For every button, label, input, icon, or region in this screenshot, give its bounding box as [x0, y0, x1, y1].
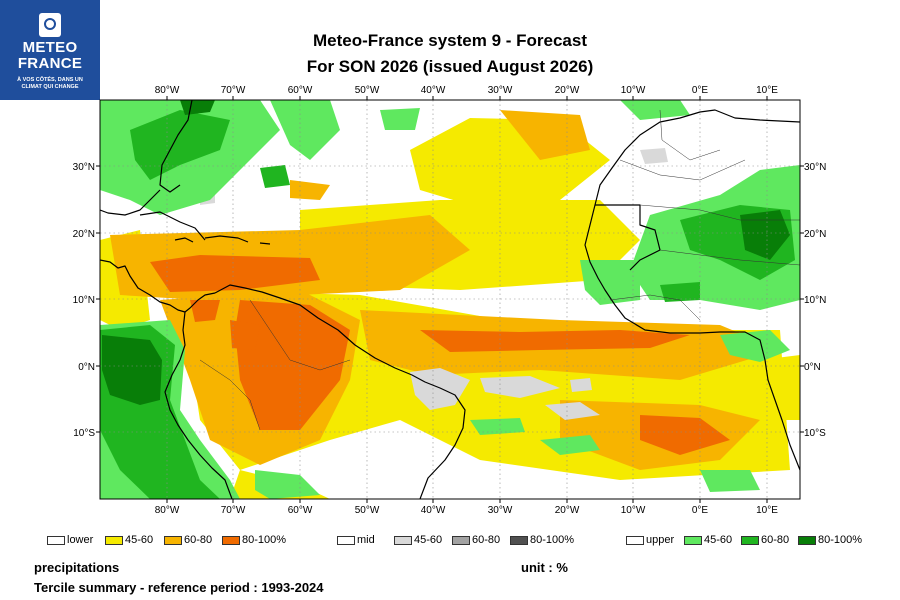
- legend-swatch: [337, 536, 355, 545]
- legend-swatch: [105, 536, 123, 545]
- legend-swatch: [164, 536, 182, 545]
- lon-label: 40°W: [421, 505, 446, 516]
- logo-name: METEO FRANCE: [17, 39, 83, 72]
- lon-label: 30°W: [488, 505, 513, 516]
- lon-label: 70°W: [221, 505, 246, 516]
- legend-swatch: [510, 536, 528, 545]
- logo-mark-icon: [39, 13, 61, 37]
- south-america-coast: [164, 284, 466, 499]
- map-subtitle: For SON 2026 (issued August 2026): [306, 57, 594, 76]
- tercile-summary: Tercile summary - reference period : 199…: [34, 580, 324, 595]
- coastlines: [100, 100, 800, 499]
- lon-label: 10°E: [756, 85, 778, 96]
- legend-label: 60-80: [184, 534, 213, 546]
- axis-ticks: [96, 96, 804, 503]
- lat-label: 30°N: [804, 162, 826, 173]
- legend-swatch: [47, 536, 65, 545]
- lat-label: 10°S: [73, 428, 95, 439]
- lon-label: 10°E: [756, 505, 778, 516]
- country-borders: [199, 109, 800, 431]
- lon-label: 20°W: [555, 85, 580, 96]
- lon-label: 10°W: [621, 85, 646, 96]
- lon-label: 0°E: [692, 505, 709, 516]
- lat-label: 30°N: [73, 162, 95, 173]
- north-america-coast: [100, 100, 193, 216]
- legend-label: 80-100%: [242, 534, 287, 546]
- legend-swatch: [452, 536, 470, 545]
- legend-label: 45-60: [704, 534, 733, 546]
- lon-label: 10°W: [621, 505, 646, 516]
- legend-label: 80-100%: [530, 534, 575, 546]
- lon-label: 80°W: [155, 85, 180, 96]
- legend-label: 60-80: [761, 534, 790, 546]
- central-america-coast: [100, 259, 216, 313]
- lon-label: 80°W: [155, 505, 180, 516]
- lat-label: 0°N: [804, 362, 821, 373]
- logo-tagline: À VOS CÔTÉS, DANS UN CLIMAT QUI CHANGE: [17, 77, 83, 90]
- map-title: Meteo-France system 9 - Forecast: [313, 31, 587, 50]
- lon-labels-bottom: 80°W 70°W 60°W 50°W 40°W 30°W 20°W 10°W …: [155, 505, 779, 516]
- lon-label: 60°W: [288, 85, 313, 96]
- lon-labels-top: 80°W 70°W 60°W 50°W 40°W 30°W 20°W 10°W …: [155, 85, 779, 96]
- lon-label: 30°W: [488, 85, 513, 96]
- legend-label: 45-60: [125, 534, 154, 546]
- legend-label: upper: [646, 534, 675, 546]
- lat-label: 0°N: [78, 362, 95, 373]
- lon-label: 50°W: [355, 85, 380, 96]
- legend-label: mid: [357, 534, 375, 546]
- legend-swatch: [626, 536, 644, 545]
- unit-label: unit : %: [521, 560, 568, 575]
- caribbean-islands: [139, 211, 271, 245]
- legend-label: 45-60: [414, 534, 443, 546]
- legend-swatch: [394, 536, 412, 545]
- legend-label: 80-100%: [818, 534, 863, 546]
- legend-swatch: [684, 536, 702, 545]
- legend-label: 60-80: [472, 534, 501, 546]
- lon-label: 70°W: [221, 85, 246, 96]
- legend-swatch: [741, 536, 759, 545]
- lon-label: 20°W: [555, 505, 580, 516]
- lat-labels-right: 30°N 20°N 10°N 0°N 10°S: [804, 162, 826, 439]
- lat-label: 10°N: [73, 295, 95, 306]
- lon-label: 40°W: [421, 85, 446, 96]
- lat-label: 10°N: [804, 295, 826, 306]
- meteo-france-logo: METEO FRANCE À VOS CÔTÉS, DANS UN CLIMAT…: [0, 0, 100, 100]
- lat-label: 20°N: [73, 229, 95, 240]
- lon-label: 60°W: [288, 505, 313, 516]
- lon-label: 0°E: [692, 85, 709, 96]
- lon-label: 50°W: [355, 505, 380, 516]
- africa-coast: [584, 109, 800, 471]
- lat-labels-left: 30°N 20°N 10°N 0°N 10°S: [73, 162, 96, 439]
- graticule: [100, 100, 800, 499]
- legend-swatch: [798, 536, 816, 545]
- lat-label: 10°S: [804, 428, 826, 439]
- upper-80-100-regions: [102, 100, 790, 405]
- legend-swatch: [222, 536, 240, 545]
- lat-label: 20°N: [804, 229, 826, 240]
- lower-80-100-regions: [150, 255, 730, 455]
- legend-label: lower: [67, 534, 94, 546]
- variable-label: precipitations: [34, 560, 120, 575]
